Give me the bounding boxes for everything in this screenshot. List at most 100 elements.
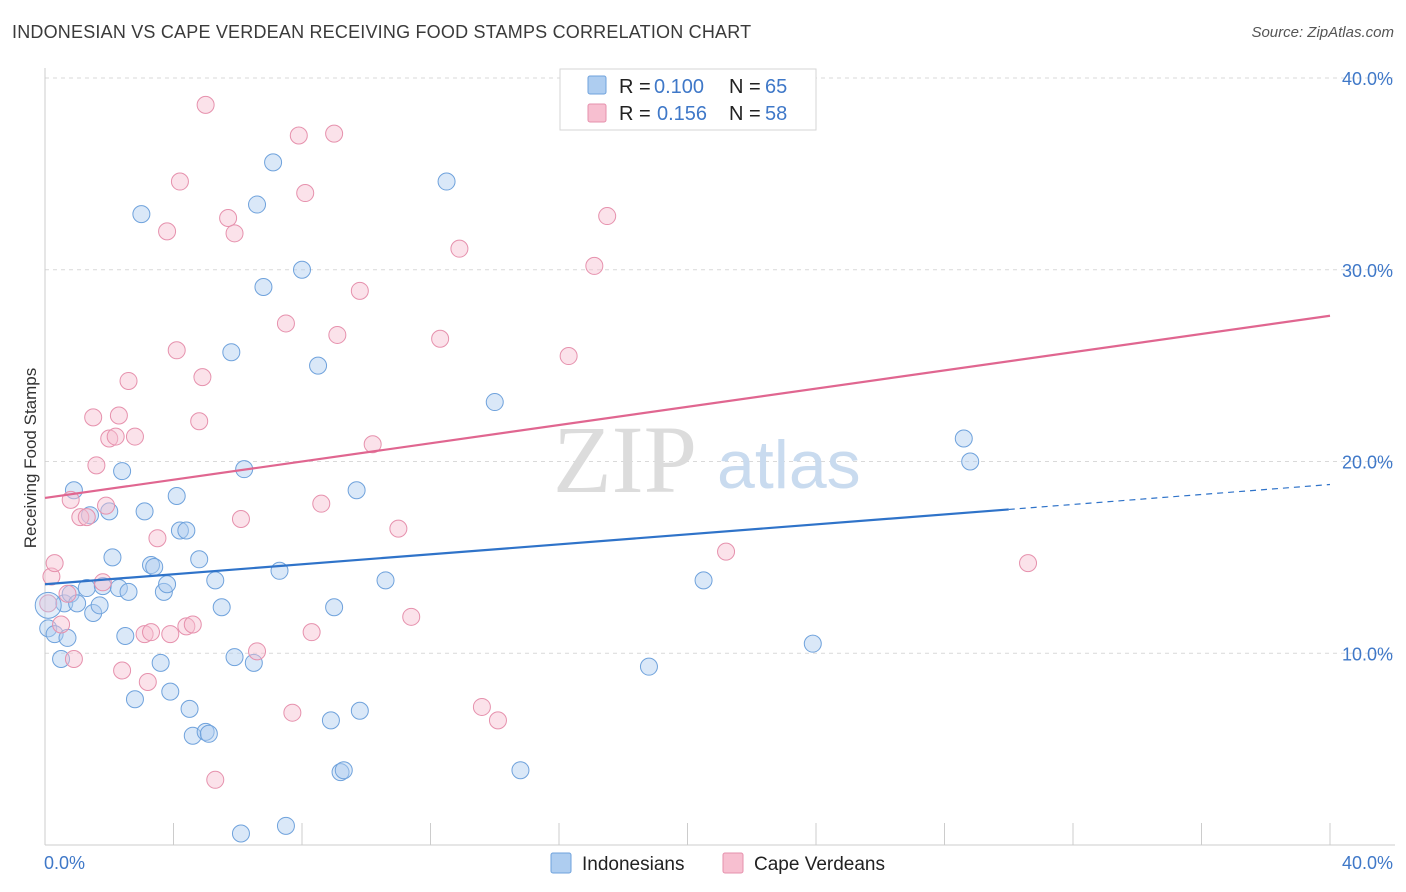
indonesian-point [77, 579, 96, 598]
indonesian-point [639, 657, 658, 676]
indonesian-point [309, 356, 328, 375]
indonesian-point [170, 521, 189, 540]
cape-verdean-point [431, 329, 450, 348]
cape-verdean-point [97, 496, 116, 515]
legend-r-value-1: 0.100 [654, 76, 704, 98]
y-tick-label: 40.0% [1342, 69, 1393, 89]
legend-n-label-2: N = [729, 103, 761, 125]
cape-verdean-point [100, 429, 119, 448]
cape-verdean-point [296, 184, 315, 203]
data-points [34, 95, 1038, 843]
indonesian-point [196, 722, 215, 741]
cape-verdean-point [289, 126, 308, 145]
grid-lines [45, 77, 1395, 654]
indonesian-point [334, 761, 353, 780]
indonesian-point [321, 711, 340, 730]
indonesian-point [248, 195, 267, 214]
cape-verdean-point [488, 711, 507, 730]
indonesian-point [231, 824, 250, 843]
cape-verdean-point [64, 650, 83, 669]
cape-verdean-point [125, 427, 144, 446]
indonesian-point [264, 153, 283, 172]
bottom-legend: Indonesians Cape Verdeans [550, 852, 885, 875]
trend-lines [44, 314, 1331, 586]
indonesian-point [142, 556, 161, 575]
cape-verdean-point [93, 573, 112, 592]
cape-verdean-point [42, 567, 61, 586]
indonesian-point [803, 634, 822, 653]
cape-verdean-point [71, 508, 90, 527]
cape-verdean-point [231, 510, 250, 529]
indonesian-point [135, 502, 154, 521]
cape-verdean-point [302, 623, 321, 642]
cape-verdean-point [39, 594, 58, 613]
legend: R = 0.100 N = 65 R = 0.156 N = 58 [559, 68, 817, 131]
indonesian-point [350, 701, 369, 720]
y-axis-label: Receiving Food Stamps [21, 368, 40, 548]
cape-verdean-point [585, 256, 604, 275]
indonesian-point [961, 452, 980, 471]
cape-verdean-point [225, 224, 244, 243]
cape-verdean-point [109, 406, 128, 425]
cape-verdean-point [389, 519, 408, 538]
x-tick-label: 40.0% [1342, 853, 1393, 873]
indonesian-point [52, 650, 71, 669]
cape-verdean-point [283, 703, 302, 722]
indonesian-point [177, 521, 196, 540]
watermark-zip: ZIP [553, 406, 697, 513]
legend-n-label-1: N = [729, 76, 761, 98]
cape-verdean-point [106, 427, 125, 446]
bottom-legend-indonesians: Indonesians [582, 854, 684, 875]
chart-source: Source: ZipAtlas.com [1251, 24, 1394, 41]
legend-n-value-1: 65 [765, 76, 787, 98]
cape-verdean-point [177, 617, 196, 636]
indonesian-point [125, 690, 144, 709]
indonesian-point [158, 575, 177, 594]
indonesian-point [954, 429, 973, 448]
cape-verdean-point [402, 607, 421, 626]
cape-verdean-point [196, 95, 215, 114]
indonesian-point [167, 487, 186, 506]
legend-r-label-2: R = [619, 103, 651, 125]
x-tick-label: 0.0% [44, 853, 85, 873]
indonesian-point [325, 598, 344, 617]
cape-verdean-point [142, 623, 161, 642]
cape-verdean-point [45, 554, 64, 573]
cape-verdean-point [167, 341, 186, 360]
cape-verdean-point [248, 642, 267, 661]
cape-verdean-point [193, 368, 212, 387]
indonesian-point [293, 260, 311, 279]
tick-labels: 10.0% 20.0% 30.0% 40.0% 0.0% 40.0% [44, 69, 1393, 873]
cape-verdean-point [87, 456, 106, 475]
indonesian-point [276, 816, 295, 835]
cape-verdean-point [559, 347, 578, 366]
indonesian-point [116, 626, 135, 645]
watermark: ZIP atlas [553, 406, 861, 513]
bottom-legend-swatch-cape-verdeans [722, 852, 744, 874]
indonesian-point [190, 550, 209, 569]
legend-r-label-1: R = [619, 76, 651, 98]
cape-verdean-point [58, 584, 77, 603]
cape-verdean-point [148, 529, 167, 548]
indonesian-point [84, 603, 103, 622]
cape-verdean-point [312, 494, 331, 513]
legend-n-value-2: 58 [765, 103, 787, 125]
cape-verdean-point [190, 412, 209, 431]
indonesian-point [68, 594, 87, 613]
cape-verdean-point [135, 625, 154, 644]
cape-verdean-point [113, 661, 132, 680]
indonesian-point [694, 571, 713, 590]
indonesians-trend-line [44, 508, 1009, 586]
cape-verdean-point [325, 124, 344, 143]
cape-verdean-point [219, 208, 238, 227]
legend-r-value-2: 0.156 [657, 103, 707, 125]
cape-verdean-point [206, 770, 225, 789]
indonesian-point [212, 598, 231, 617]
watermark-atlas: atlas [717, 427, 861, 503]
indonesian-point [93, 577, 112, 596]
cape-verdean-point [183, 615, 202, 634]
indonesian-point [244, 653, 263, 672]
cape-verdean-point [1019, 554, 1038, 573]
indonesian-point [331, 763, 350, 782]
